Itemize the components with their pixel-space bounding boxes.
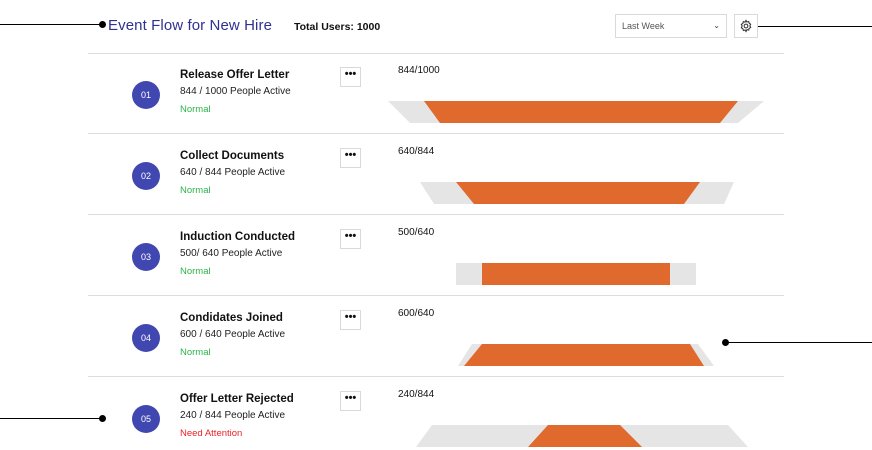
step-number-badge: 01 <box>132 81 160 109</box>
step-status: Normal <box>180 185 211 196</box>
step-people-active: 500/ 640 People Active <box>180 248 283 259</box>
step-ratio: 240/844 <box>398 389 435 400</box>
step-status: Normal <box>180 104 211 115</box>
row-divider <box>88 133 784 134</box>
more-options-button[interactable]: ••• <box>340 148 361 168</box>
step-people-active: 640 / 844 People Active <box>180 167 286 178</box>
funnel-active-segment <box>464 344 704 366</box>
page-title: Event Flow for New Hire <box>108 17 273 34</box>
step-ratio: 640/844 <box>398 146 435 157</box>
chevron-down-icon: ⌄ <box>713 21 720 30</box>
step-ratio: 600/640 <box>398 308 435 319</box>
step-row: 01 Release Offer Letter 844 / 1000 Peopl… <box>88 53 784 134</box>
step-title: Condidates Joined <box>180 312 283 324</box>
funnel-bar <box>388 101 764 123</box>
period-select[interactable]: Last Week ⌄ <box>615 14 727 38</box>
step-ratio: 500/640 <box>398 227 435 238</box>
step-ratio: 844/1000 <box>398 65 440 76</box>
annotation-dot-funnel <box>722 339 729 346</box>
funnel-active-segment <box>528 425 642 447</box>
step-status: Normal <box>180 347 211 358</box>
step-title: Induction Conducted <box>180 231 295 243</box>
step-title: Collect Documents <box>180 150 285 162</box>
page-header: Event Flow for New Hire Total Users: 100… <box>0 0 872 54</box>
funnel-bar <box>456 263 696 285</box>
step-row: 04 Condidates Joined 600 / 640 People Ac… <box>88 296 784 377</box>
settings-button[interactable] <box>734 14 758 38</box>
more-options-button[interactable]: ••• <box>340 310 361 330</box>
step-status: Normal <box>180 266 211 277</box>
step-row: 03 Induction Conducted 500/ 640 People A… <box>88 215 784 296</box>
step-row: 02 Collect Documents 640 / 844 People Ac… <box>88 134 784 215</box>
funnel-bar <box>420 182 734 204</box>
total-users-label: Total Users: 1000 <box>294 21 381 33</box>
annotation-dot-status <box>99 415 106 422</box>
step-number-badge: 04 <box>132 324 160 352</box>
funnel-bar <box>416 425 748 447</box>
more-horizontal-icon: ••• <box>344 392 357 404</box>
more-horizontal-icon: ••• <box>344 311 357 323</box>
more-horizontal-icon: ••• <box>344 149 357 161</box>
funnel-active-segment <box>424 101 738 123</box>
step-title: Release Offer Letter <box>180 69 290 81</box>
funnel-bar <box>458 344 714 366</box>
annotation-line-funnel <box>726 342 872 343</box>
row-divider <box>88 295 784 296</box>
step-number-badge: 03 <box>132 243 160 271</box>
more-horizontal-icon: ••• <box>344 230 357 242</box>
row-divider <box>88 214 784 215</box>
annotation-line-title <box>0 24 102 25</box>
step-people-active: 600 / 640 People Active <box>180 329 286 340</box>
more-horizontal-icon: ••• <box>344 68 357 80</box>
funnel-active-segment <box>456 182 700 204</box>
period-select-value: Last Week <box>622 21 665 31</box>
step-row: 05 Offer Letter Rejected 240 / 844 Peopl… <box>88 377 784 450</box>
annotation-line-status <box>0 418 102 419</box>
gear-icon <box>740 19 752 33</box>
more-options-button[interactable]: ••• <box>340 229 361 249</box>
step-status: Need Attention <box>180 428 243 439</box>
row-divider <box>88 376 784 377</box>
funnel-active-segment <box>482 263 670 285</box>
step-people-active: 240 / 844 People Active <box>180 410 286 421</box>
step-number-badge: 05 <box>132 405 160 433</box>
step-number-badge: 02 <box>132 162 160 190</box>
annotation-line-settings <box>754 26 872 27</box>
header-divider <box>88 53 784 54</box>
step-title: Offer Letter Rejected <box>180 393 294 405</box>
annotation-dot-title <box>99 21 106 28</box>
step-people-active: 844 / 1000 People Active <box>180 86 291 97</box>
more-options-button[interactable]: ••• <box>340 391 361 411</box>
more-options-button[interactable]: ••• <box>340 67 361 87</box>
